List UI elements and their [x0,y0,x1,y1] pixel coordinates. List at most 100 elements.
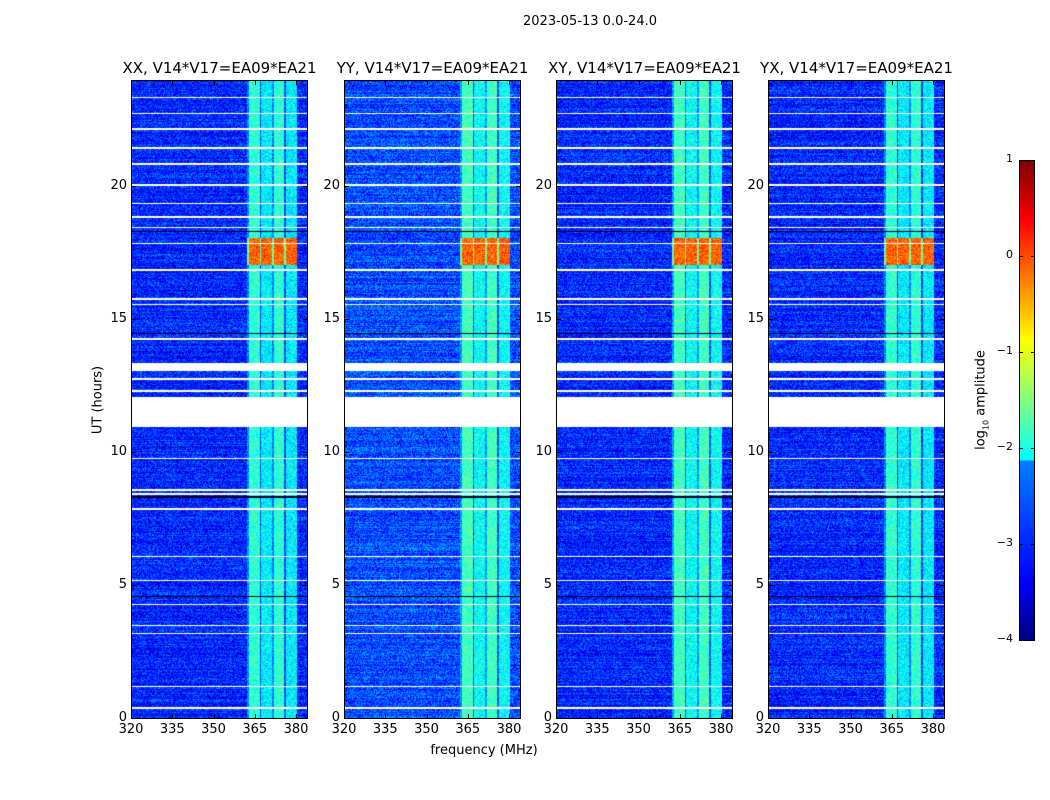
y-tick-mark [303,319,307,321]
y-tick-mark [769,452,773,454]
y-tick-mark [769,186,773,188]
heatmap-panel [768,80,945,719]
x-tick-mark [850,81,852,85]
x-tick-mark [679,81,681,85]
colorbar-tick-label: 0 [1006,248,1013,261]
colorbar-tick-mark [1019,256,1023,257]
heatmap-image [557,81,732,718]
colorbar-tick-mark [1019,160,1023,161]
y-tick-mark [728,718,732,719]
x-tick-label: 335 [372,722,398,737]
x-tick-mark [768,81,769,85]
x-tick-label: 350 [626,722,651,737]
y-axis-label: UT (hours) [90,365,106,435]
colorbar-tick-mark [1031,640,1035,641]
y-tick-label: 10 [323,444,340,460]
x-tick-label: 320 [543,722,569,737]
x-tick-label: 335 [796,722,822,737]
y-tick-mark [516,585,520,587]
y-tick-mark [345,319,349,321]
x-tick-label: 320 [755,722,781,737]
x-tick-mark [556,81,557,85]
colorbar-tick-label: −3 [996,536,1013,549]
y-tick-mark [345,585,349,587]
colorbar-tick-label: −2 [996,440,1013,453]
y-tick-label: 15 [747,311,764,327]
y-tick-mark [557,585,561,587]
colorbar-tick-mark [1031,448,1035,449]
y-tick-mark [728,186,732,188]
x-tick-mark [721,714,722,718]
colorbar-tick-mark [1019,448,1023,449]
colorbar-tick-mark [1031,352,1035,353]
y-tick-mark [132,186,136,188]
y-tick-mark [769,718,773,719]
x-tick-mark [638,81,640,85]
x-tick-label: 380 [920,722,946,737]
x-tick-mark [509,81,510,85]
y-tick-mark [516,452,520,454]
y-tick-mark [516,186,520,188]
x-tick-mark [131,81,132,85]
x-tick-label: 380 [283,722,309,737]
y-tick-mark [516,718,520,719]
figure-title: 2023-05-13 0.0-24.0 [523,14,657,29]
y-tick-mark [940,186,944,188]
y-tick-mark [345,718,349,719]
x-tick-mark [344,714,345,718]
x-tick-mark [131,714,132,718]
x-tick-mark [296,81,297,85]
panel-title: XY, V14*V17=EA09*EA21 [548,59,741,77]
y-tick-mark [557,319,561,321]
y-tick-label: 15 [110,311,127,327]
heatmap-panel [344,80,521,719]
heatmap-image [345,81,520,718]
x-tick-mark [385,714,387,718]
colorbar-tick-mark [1031,160,1035,161]
x-tick-mark [296,714,297,718]
y-tick-mark [557,186,561,188]
y-tick-label: 5 [331,577,340,593]
x-tick-label: 320 [331,722,357,737]
heatmap-image [132,81,307,718]
y-tick-label: 10 [110,444,127,460]
y-tick-label: 10 [535,444,552,460]
x-axis-label: frequency (MHz) [430,743,538,758]
y-tick-mark [728,452,732,454]
x-tick-mark [426,714,428,718]
y-tick-mark [303,186,307,188]
panel-title: XX, V14*V17=EA09*EA21 [122,59,317,77]
colorbar-label: log10 amplitude [973,350,991,450]
y-tick-mark [769,585,773,587]
x-tick-label: 335 [584,722,610,737]
y-tick-label: 0 [755,710,764,725]
x-tick-label: 365 [879,722,905,737]
colorbar-tick-label: 1 [1006,152,1013,165]
colorbar [1019,160,1035,641]
x-tick-mark [850,714,852,718]
colorbar-tick-mark [1019,352,1023,353]
colorbar-tick-mark [1019,640,1023,641]
x-tick-label: 320 [118,722,144,737]
y-tick-mark [940,452,944,454]
y-tick-label: 20 [747,178,764,194]
heatmap-image [769,81,944,718]
colorbar-tick-mark [1031,544,1035,545]
y-tick-mark [728,585,732,587]
y-tick-mark [557,452,561,454]
x-tick-mark [638,714,640,718]
colorbar-tick-label: −1 [996,344,1013,357]
x-tick-label: 365 [667,722,693,737]
y-tick-label: 20 [110,178,127,194]
x-tick-mark [679,714,681,718]
y-tick-mark [940,718,944,719]
colorbar-tick-mark [1031,256,1035,257]
colorbar-tick-mark [1019,544,1023,545]
x-tick-mark [809,714,811,718]
y-tick-label: 5 [543,577,552,593]
x-tick-mark [509,714,510,718]
x-tick-mark [933,714,934,718]
heatmap-panel [131,80,308,719]
x-tick-mark [891,81,893,85]
y-tick-label: 15 [535,311,552,327]
